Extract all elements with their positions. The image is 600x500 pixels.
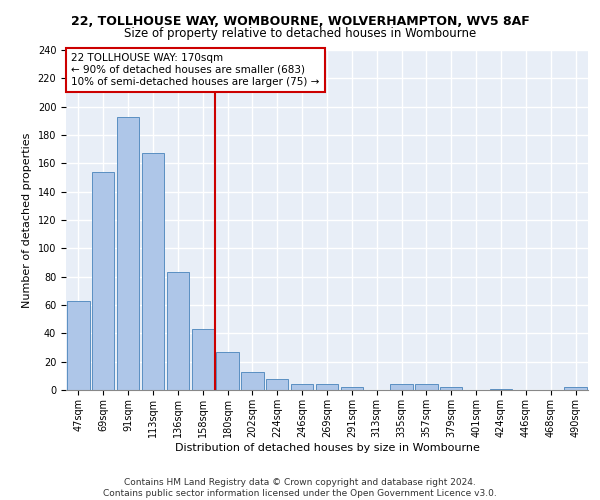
Y-axis label: Number of detached properties: Number of detached properties	[22, 132, 32, 308]
Bar	[117, 116, 139, 390]
Text: Size of property relative to detached houses in Wombourne: Size of property relative to detached ho…	[124, 28, 476, 40]
Text: 22 TOLLHOUSE WAY: 170sqm
← 90% of detached houses are smaller (683)
10% of semi-: 22 TOLLHOUSE WAY: 170sqm ← 90% of detach…	[71, 54, 320, 86]
Bar	[341, 387, 363, 390]
Bar	[92, 172, 115, 390]
Bar	[490, 388, 512, 390]
Bar	[316, 384, 338, 390]
Bar	[291, 384, 313, 390]
Bar	[142, 154, 164, 390]
Bar	[565, 387, 587, 390]
Bar	[167, 272, 189, 390]
Text: 22, TOLLHOUSE WAY, WOMBOURNE, WOLVERHAMPTON, WV5 8AF: 22, TOLLHOUSE WAY, WOMBOURNE, WOLVERHAMP…	[71, 15, 529, 28]
Bar	[391, 384, 413, 390]
Text: Contains HM Land Registry data © Crown copyright and database right 2024.
Contai: Contains HM Land Registry data © Crown c…	[103, 478, 497, 498]
Bar	[191, 329, 214, 390]
Bar	[217, 352, 239, 390]
Bar	[241, 372, 263, 390]
Bar	[440, 387, 463, 390]
Bar	[266, 378, 289, 390]
Bar	[67, 300, 89, 390]
X-axis label: Distribution of detached houses by size in Wombourne: Distribution of detached houses by size …	[175, 442, 479, 452]
Bar	[415, 384, 437, 390]
